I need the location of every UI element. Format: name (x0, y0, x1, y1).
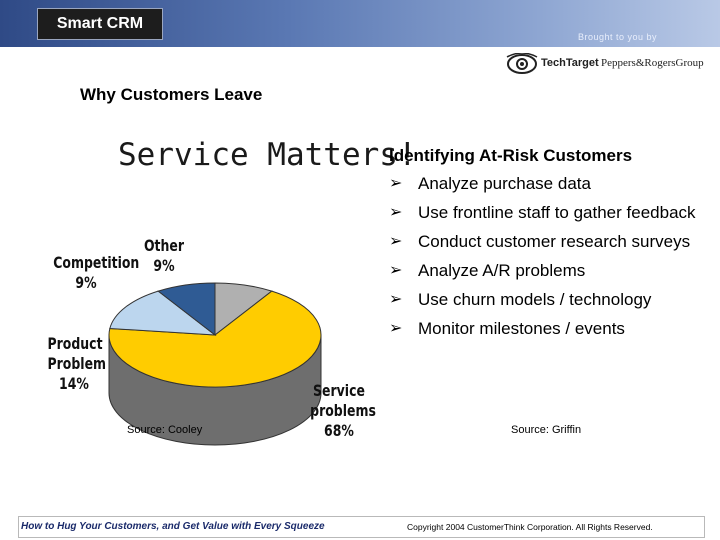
sponsor-logos: TechTarget Peppers&RogersGroup (495, 47, 720, 79)
list-item: ➢ Analyze A/R problems (389, 259, 709, 283)
header-banner: Smart CRM Brought to you by (0, 0, 720, 47)
bullet-text: Analyze purchase data (418, 174, 591, 193)
service-matters-heading: Service Matters! (118, 137, 417, 173)
pie-label-service: Service problems 68% (310, 381, 376, 441)
techtarget-logo-text: TechTarget (541, 57, 599, 69)
pie-slice-product (109, 290, 217, 336)
peppers-rogers-logo-text: Peppers&RogersGroup (601, 57, 704, 69)
source-cooley: Source: Cooley (127, 424, 203, 436)
footer-bar: How to Hug Your Customers, and Get Value… (18, 516, 705, 538)
slide-title: Why Customers Leave (80, 85, 263, 104)
pie-label-product-line1: Product (47, 334, 103, 353)
pie-slice-other (214, 282, 273, 337)
pie-label-other-name: Other (143, 236, 185, 255)
list-item: ➢ Analyze purchase data (389, 172, 709, 196)
bullet-text: Use churn models / technology (418, 290, 652, 309)
arrow-bullet-icon: ➢ (389, 233, 403, 250)
arrow-bullet-icon: ➢ (389, 262, 403, 279)
pie-label-competition-name: Competition (53, 253, 140, 272)
footer-copyright: Copyright 2004 CustomerThink Corporation… (407, 522, 653, 532)
pie-label-competition: Competition 9% (53, 253, 140, 293)
source-griffin: Source: Griffin (511, 424, 582, 436)
bullet-text: Monitor milestones / events (418, 319, 625, 338)
bullet-text: Conduct customer research surveys (418, 232, 691, 251)
list-item: ➢ Conduct customer research surveys (389, 230, 709, 254)
pie-label-service-value: 68% (324, 421, 354, 440)
brought-to-you-by: Brought to you by (578, 32, 658, 42)
pie-label-competition-value: 9% (75, 273, 97, 292)
pie-label-other: Other 9% (142, 236, 186, 276)
footer-book-title: How to Hug Your Customers, and Get Value… (21, 521, 325, 532)
techtarget-eye-icon (506, 53, 538, 74)
list-item: ➢ Use churn models / technology (389, 288, 709, 312)
bullet-text: Analyze A/R problems (418, 261, 586, 280)
pie-label-service-line1: Service (313, 381, 365, 400)
pie-label-service-line2: problems (310, 401, 376, 420)
at-risk-heading: Identifying At-Risk Customers (389, 146, 633, 165)
arrow-bullet-icon: ➢ (389, 320, 403, 337)
pie-slice-competition (157, 282, 216, 337)
list-item: ➢ Monitor milestones / events (389, 317, 709, 341)
arrow-bullet-icon: ➢ (389, 291, 403, 308)
arrow-bullet-icon: ➢ (389, 175, 403, 192)
smart-crm-logo: Smart CRM (37, 8, 163, 40)
logo-text: Smart CRM (56, 15, 144, 32)
bullet-list: ➢ Analyze purchase data ➢ Use frontline st… (389, 172, 709, 346)
pie-slices (108, 282, 322, 388)
pie-slice-service (108, 290, 322, 388)
arrow-bullet-icon: ➢ (389, 204, 403, 221)
pie-label-product-line2: Problem (47, 354, 107, 373)
pie-label-product: Product Problem 14% (47, 334, 107, 394)
list-item: ➢ Use frontline staff to gather feedback (389, 201, 709, 225)
bullet-text: Use frontline staff to gather feedback (418, 203, 696, 222)
pie-label-other-value: 9% (153, 256, 175, 275)
pie-label-product-value: 14% (59, 374, 89, 393)
